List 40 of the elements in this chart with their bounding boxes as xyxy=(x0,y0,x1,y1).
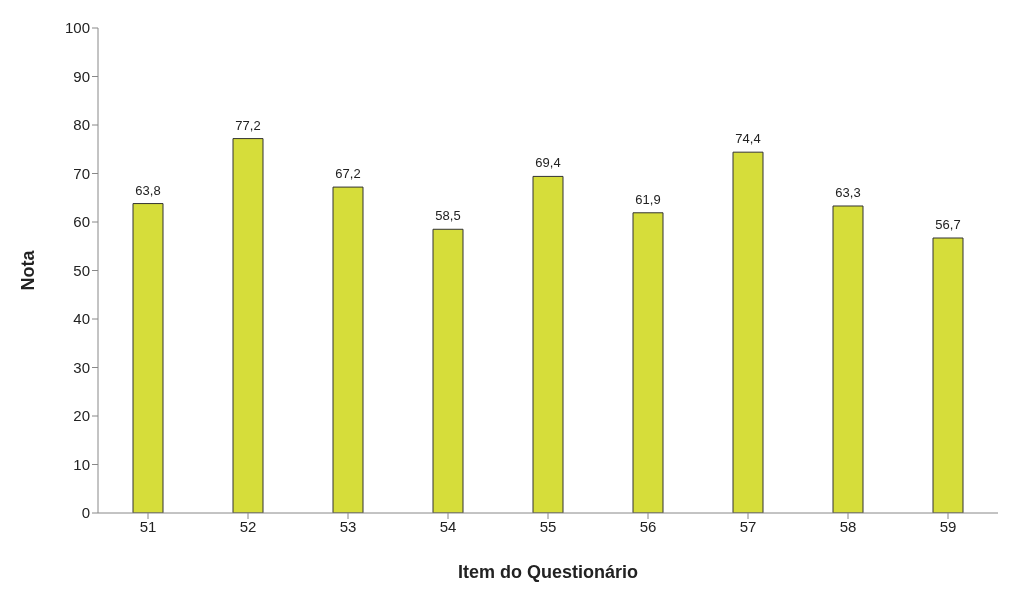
y-tick-label: 30 xyxy=(73,358,90,376)
y-tick-label: 0 xyxy=(81,504,90,522)
bar xyxy=(732,151,764,513)
bar xyxy=(932,237,964,513)
x-tick-label: 54 xyxy=(439,517,457,535)
bar xyxy=(532,175,564,513)
bar xyxy=(132,203,164,513)
data-label: 56,7 xyxy=(935,217,961,233)
x-tick-label: 57 xyxy=(739,517,757,535)
data-label: 77,2 xyxy=(235,117,261,133)
bar xyxy=(832,205,864,513)
y-tick-label: 40 xyxy=(73,310,90,328)
bar xyxy=(632,212,664,513)
y-tick-label: 80 xyxy=(73,116,90,134)
data-label: 63,3 xyxy=(835,184,861,200)
data-label: 63,8 xyxy=(135,182,161,198)
y-tick-label: 20 xyxy=(73,407,90,425)
data-label: 74,4 xyxy=(735,131,761,147)
y-axis-title: Nota xyxy=(18,249,39,291)
data-label: 69,4 xyxy=(535,155,561,171)
x-tick-label: 59 xyxy=(939,517,957,535)
y-tick-label: 70 xyxy=(73,164,90,182)
data-label: 61,9 xyxy=(635,191,661,207)
x-tick-label: 58 xyxy=(839,517,857,535)
bar xyxy=(332,186,364,513)
x-tick-label: 53 xyxy=(339,517,357,535)
data-label: 58,5 xyxy=(435,208,461,224)
bar xyxy=(232,138,264,513)
y-tick-label: 90 xyxy=(73,67,90,85)
x-axis-title: Item do Questionário xyxy=(457,562,639,582)
x-tick-label: 52 xyxy=(239,517,257,535)
y-tick-label: 100 xyxy=(64,19,90,37)
y-tick-label: 10 xyxy=(73,455,90,473)
data-label: 67,2 xyxy=(335,166,361,182)
bar xyxy=(432,228,464,513)
y-tick-label: 60 xyxy=(73,213,90,231)
x-tick-label: 56 xyxy=(639,517,657,535)
x-tick-label: 51 xyxy=(139,517,157,535)
y-tick-label: 50 xyxy=(73,261,90,279)
x-tick-label: 55 xyxy=(539,517,557,535)
